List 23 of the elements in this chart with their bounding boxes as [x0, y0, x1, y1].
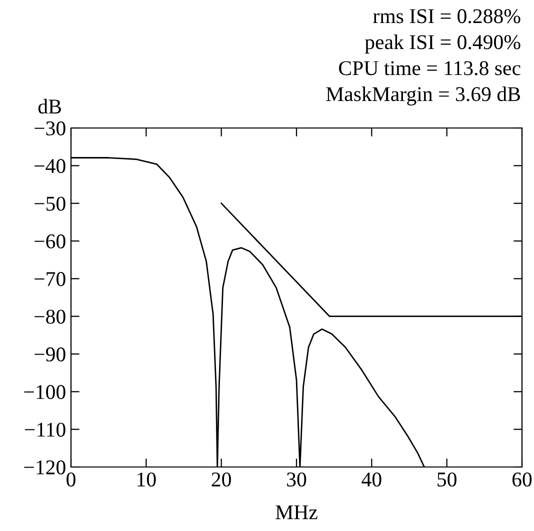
text: MaskMargin = 3.69 dB: [326, 86, 520, 106]
x-tick-label: 40: [362, 472, 382, 487]
y-tick-label: −100: [24, 385, 66, 400]
y-axis-title: dB: [38, 98, 61, 114]
x-axis-title: MHz: [276, 505, 318, 520]
y-tick-label: −80: [34, 310, 66, 324]
y-tick-label: −70: [34, 272, 66, 286]
text: CPU time = 113.8 sec: [339, 61, 520, 76]
y-tick-label: −90: [34, 347, 66, 362]
x-tick-label: 0: [66, 472, 76, 487]
x-tick-label: 20: [212, 472, 231, 487]
x-tick-label: 60: [512, 472, 532, 487]
y-tick-label: −60: [34, 234, 66, 248]
text: rms ISI = 0.288%: [373, 9, 520, 24]
y-tick-label: −110: [24, 422, 66, 437]
x-tick-label: 30: [287, 472, 306, 487]
y-tick-label: −40: [34, 159, 66, 174]
y-tick-label: −30: [34, 121, 66, 136]
text: peak ISI = 0.490%: [364, 34, 520, 54]
y-tick-label: −120: [24, 460, 66, 474]
y-tick-label: −50: [34, 196, 66, 211]
x-tick-label: 10: [138, 472, 156, 487]
x-tick-label: 50: [438, 472, 456, 487]
